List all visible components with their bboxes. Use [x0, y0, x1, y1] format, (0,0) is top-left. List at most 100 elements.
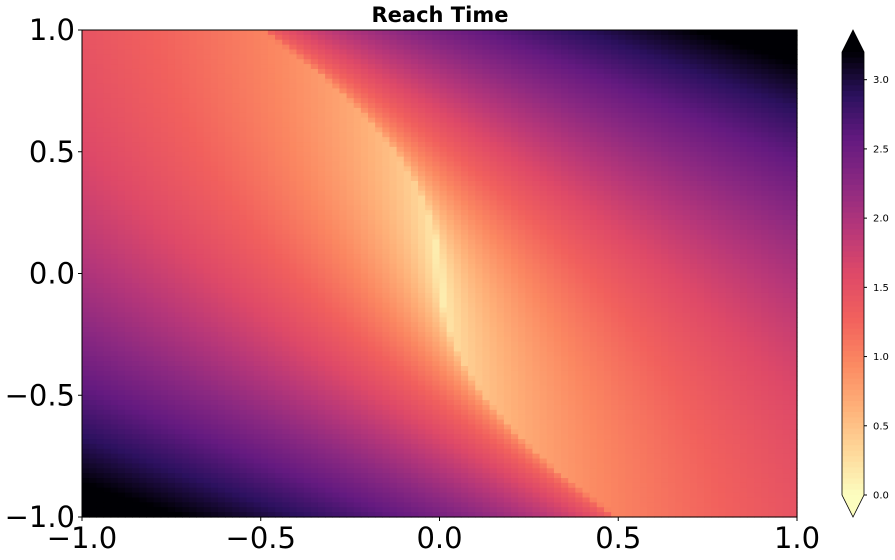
heatmap-cell	[503, 68, 512, 75]
heatmap-cell	[425, 34, 433, 41]
heatmap-cell	[239, 219, 248, 226]
heatmap-cell	[575, 107, 584, 114]
heatmap-cell	[246, 171, 255, 177]
heatmap-cell	[239, 254, 248, 260]
heatmap-cell	[210, 263, 219, 270]
heatmap-cell	[539, 185, 548, 192]
heatmap-cell	[375, 215, 383, 221]
heatmap-cell	[174, 98, 183, 104]
heatmap-cell	[646, 180, 655, 187]
heatmap-cell	[103, 244, 112, 250]
heatmap-cell	[110, 146, 119, 153]
heatmap-cell	[225, 239, 233, 245]
heatmap-cell	[146, 132, 155, 138]
heatmap-cell	[103, 166, 112, 172]
heatmap-cell	[396, 205, 405, 211]
heatmap-cell	[317, 68, 326, 75]
heatmap-cell	[232, 171, 240, 177]
heatmap-cell	[96, 244, 105, 250]
heatmap-cell	[603, 103, 612, 109]
heatmap-cell	[267, 64, 276, 70]
heatmap-cell	[96, 112, 105, 119]
heatmap-cell	[618, 239, 626, 245]
heatmap-cell	[611, 185, 619, 192]
heatmap-cell	[432, 195, 441, 202]
heatmap-cell	[360, 34, 369, 41]
heatmap-cell	[260, 190, 269, 197]
heatmap-cell	[511, 205, 519, 211]
heatmap-cell	[718, 98, 727, 104]
heatmap-cell	[460, 146, 469, 153]
heatmap-cell	[418, 83, 426, 90]
heatmap-cell	[575, 263, 584, 270]
heatmap-cell	[739, 64, 748, 70]
heatmap-cell	[225, 64, 233, 70]
heatmap-cell	[618, 249, 626, 255]
heatmap-cell	[453, 195, 462, 202]
heatmap-cell	[453, 54, 462, 60]
heatmap-cell	[575, 54, 584, 60]
heatmap-cell	[496, 239, 505, 245]
heatmap-cell	[775, 142, 784, 148]
heatmap-cell	[289, 195, 298, 202]
heatmap-cell	[503, 268, 512, 275]
heatmap-cell	[739, 83, 748, 90]
heatmap-cell	[225, 83, 233, 90]
heatmap-cell	[775, 200, 784, 206]
heatmap-cell	[775, 146, 784, 153]
heatmap-cell	[589, 171, 598, 177]
heatmap-cell	[389, 190, 398, 197]
heatmap-cell	[139, 122, 147, 128]
heatmap-cell	[232, 234, 240, 241]
heatmap-cell	[568, 151, 576, 158]
heatmap-cell	[654, 219, 662, 226]
heatmap-cell	[639, 107, 648, 114]
heatmap-cell	[625, 161, 634, 167]
heatmap-cell	[625, 263, 634, 270]
heatmap-cell	[167, 78, 176, 85]
heatmap-cell	[518, 156, 526, 163]
heatmap-cell	[410, 249, 419, 255]
heatmap-cell	[525, 151, 534, 158]
heatmap-cell	[239, 39, 248, 46]
heatmap-cell	[711, 107, 719, 114]
heatmap-cell	[561, 83, 569, 90]
heatmap-cell	[575, 180, 584, 187]
heatmap-cell	[511, 30, 519, 36]
heatmap-cell	[739, 229, 748, 236]
heatmap-cell	[289, 98, 298, 104]
heatmap-cell	[668, 263, 677, 270]
heatmap-cell	[675, 185, 684, 192]
heatmap-cell	[246, 263, 255, 270]
heatmap-cell	[189, 219, 197, 226]
heatmap-cell	[654, 117, 662, 124]
heatmap-cell	[389, 185, 398, 192]
heatmap-cell	[360, 200, 369, 206]
heatmap-cell	[775, 107, 784, 114]
heatmap-cell	[611, 254, 619, 260]
heatmap-cell	[89, 127, 97, 133]
heatmap-cell	[146, 112, 155, 119]
heatmap-cell	[303, 176, 312, 182]
heatmap-cell	[603, 107, 612, 114]
heatmap-cell	[661, 49, 669, 55]
heatmap-cell	[103, 205, 112, 211]
heatmap-cell	[110, 78, 119, 85]
heatmap-cell	[353, 39, 362, 46]
heatmap-cell	[489, 215, 498, 221]
heatmap-cell	[160, 249, 169, 255]
heatmap-cell	[317, 54, 326, 60]
heatmap-cell	[596, 127, 605, 133]
heatmap-cell	[389, 219, 398, 226]
heatmap-cell	[761, 219, 769, 226]
heatmap-cell	[582, 68, 591, 75]
heatmap-cell	[754, 166, 762, 172]
heatmap-cell	[661, 249, 669, 255]
heatmap-cell	[525, 73, 534, 80]
heatmap-cell	[153, 88, 162, 94]
heatmap-cell	[332, 195, 340, 202]
heatmap-cell	[482, 180, 491, 187]
heatmap-cell	[453, 239, 462, 245]
heatmap-cell	[103, 73, 112, 80]
heatmap-cell	[782, 73, 791, 80]
